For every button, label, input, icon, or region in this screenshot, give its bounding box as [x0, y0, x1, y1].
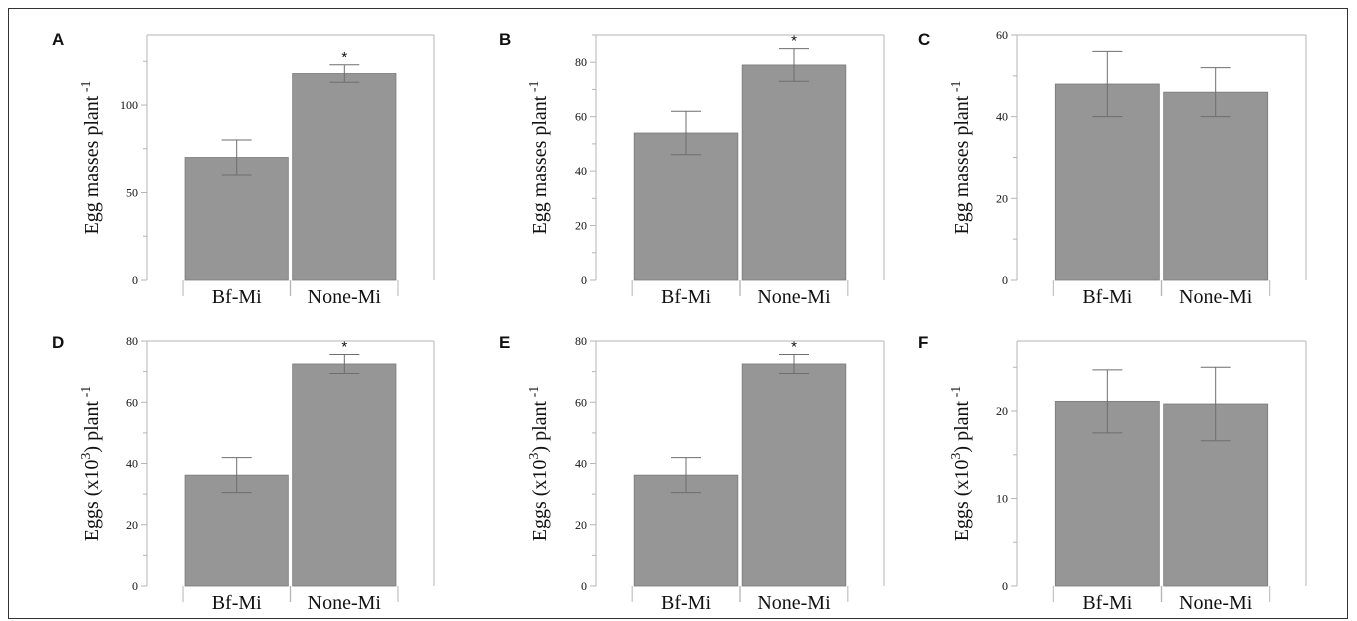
x-category-label: Bf-Mi — [212, 286, 262, 308]
y-axis-label-text: Egg masses plant — [81, 95, 103, 234]
x-category-label: Bf-Mi — [212, 592, 262, 614]
y-tick-label: 60 — [575, 395, 587, 409]
y-tick-label: 20 — [575, 219, 587, 233]
y-tick-label: 60 — [126, 395, 138, 409]
x-category-label: None-Mi — [308, 286, 382, 308]
y-tick-label: 20 — [575, 518, 587, 532]
y-axis-label-superscript: -1 — [949, 386, 964, 401]
bar-none-mi — [292, 363, 397, 587]
y-axis-label-text: Egg masses plant — [529, 95, 551, 234]
significance-marker: * — [341, 338, 347, 355]
x-category-label: None-Mi — [308, 592, 382, 614]
y-axis-label-tail: ) plant — [529, 400, 551, 452]
bar-bf-mi — [633, 132, 739, 281]
panel-letter: E — [499, 333, 510, 352]
y-tick-label: 20 — [126, 518, 138, 532]
y-tick-label: 40 — [575, 164, 587, 178]
panel-letter: C — [918, 30, 930, 49]
y-tick-label: 50 — [126, 186, 138, 200]
y-axis-label-exponent: 3 — [949, 453, 964, 460]
y-tick-label: 0 — [132, 273, 138, 287]
y-axis-label-text: Eggs (x10 — [81, 460, 103, 542]
significance-marker: * — [791, 33, 797, 50]
y-tick-label: 60 — [575, 110, 587, 124]
y-tick-label: 10 — [996, 492, 1008, 506]
figure-frame — [8, 8, 1348, 619]
panel-letter: A — [52, 30, 64, 49]
y-tick-label: 40 — [575, 457, 587, 471]
panel-letter: B — [499, 30, 511, 49]
bar-bf-mi — [633, 474, 739, 587]
panel-a: A 0 50 100 Bf-Mi * None-Mi Egg masses plant -1 — [52, 30, 435, 308]
panel-d: D 0 20 40 60 80 Bf-Mi * None-Mi Eggs (x103) plant… — [52, 333, 435, 614]
y-axis-label: Eggs (x103) plant -1 — [949, 386, 973, 542]
y-tick-label: 80 — [126, 334, 138, 348]
y-tick-label: 20 — [996, 404, 1008, 418]
x-category-label: Bf-Mi — [661, 592, 711, 614]
x-category-label: None-Mi — [757, 286, 831, 308]
y-tick-label: 0 — [1002, 273, 1008, 287]
y-axis-label-superscript: -1 — [79, 386, 94, 401]
panel-c: C 0 20 40 60 Bf-Mi None-Mi Egg masses plant -1 — [918, 28, 1307, 308]
y-axis-label: Eggs (x103) plant -1 — [79, 386, 103, 542]
y-axis-label: Egg masses plant -1 — [949, 80, 973, 234]
y-tick-label: 100 — [120, 98, 138, 112]
y-tick-label: 0 — [581, 579, 587, 593]
y-axis-label-superscript: -1 — [79, 80, 94, 95]
y-tick-label: 40 — [996, 110, 1008, 124]
y-tick-label: 60 — [996, 28, 1008, 42]
y-axis-label: Egg masses plant -1 — [527, 80, 551, 234]
y-axis-label: Egg masses plant -1 — [79, 80, 103, 234]
significance-marker: * — [791, 338, 797, 355]
x-category-label: None-Mi — [1179, 592, 1253, 614]
y-axis-label-text: Eggs (x10 — [529, 460, 551, 542]
panel-letter: D — [52, 333, 64, 352]
y-tick-label: 0 — [581, 273, 587, 287]
x-category-label: Bf-Mi — [1082, 286, 1132, 308]
significance-marker: * — [341, 49, 347, 66]
y-axis-label-tail: ) plant — [951, 400, 973, 452]
y-axis-label-superscript: -1 — [949, 80, 964, 95]
x-category-label: Bf-Mi — [1082, 592, 1132, 614]
y-axis-label-exponent: 3 — [79, 453, 94, 460]
bar-none-mi — [292, 73, 397, 281]
bar-bf-mi — [184, 157, 289, 281]
y-tick-label: 0 — [1002, 579, 1008, 593]
x-category-label: Bf-Mi — [661, 286, 711, 308]
bar-none-mi — [741, 64, 847, 281]
y-tick-label: 80 — [575, 334, 587, 348]
y-tick-label: 40 — [126, 457, 138, 471]
panel-f: F 0 10 20 Bf-Mi None-Mi Eggs (x103) plant -1 — [918, 333, 1307, 614]
y-axis-label-tail: ) plant — [81, 400, 103, 452]
y-tick-label: 80 — [575, 55, 587, 69]
y-axis-label-superscript: -1 — [527, 386, 542, 401]
y-axis-label-exponent: 3 — [527, 453, 542, 460]
bar-none-mi — [741, 363, 847, 587]
y-axis-label-text: Egg masses plant — [951, 95, 973, 234]
panel-e: E 0 20 40 60 80 Bf-Mi * None-Mi Eggs (x103) plant… — [499, 333, 885, 614]
y-axis-label: Eggs (x103) plant -1 — [527, 386, 551, 542]
bar-none-mi — [1163, 91, 1269, 281]
y-axis-label-text: Eggs (x10 — [951, 460, 973, 542]
panel-letter: F — [918, 333, 928, 352]
panel-b: B 0 20 40 60 80 Bf-Mi * None-Mi Egg masses plant … — [499, 30, 885, 308]
bar-bf-mi — [184, 474, 289, 587]
y-axis-label-superscript: -1 — [527, 80, 542, 95]
x-category-label: None-Mi — [757, 592, 831, 614]
y-tick-label: 0 — [132, 579, 138, 593]
x-category-label: None-Mi — [1179, 286, 1253, 308]
y-tick-label: 20 — [996, 191, 1008, 205]
